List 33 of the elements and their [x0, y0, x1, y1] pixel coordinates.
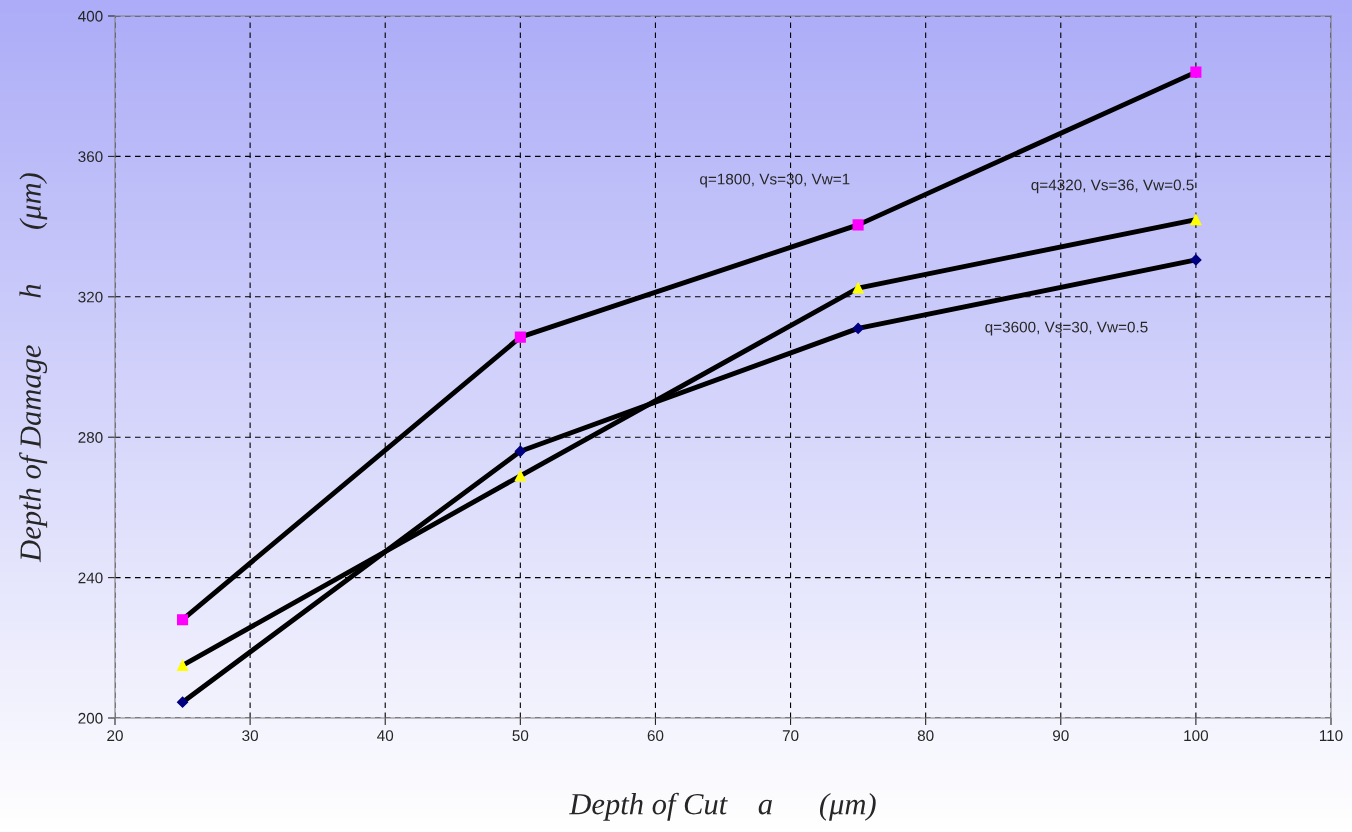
y-tick-label: 280 [78, 432, 103, 443]
point [514, 445, 526, 457]
series-label: q=3600, Vs=30, Vw=0.5 [985, 321, 1148, 336]
y-tick-label: 200 [78, 712, 103, 724]
text: q=1800, Vs=30, Vw=1 [700, 173, 850, 188]
x-axis-title: Depth of Cut a (μm) [569, 792, 876, 821]
series-label: q=4320, Vs=36, Vw=0.5 [1031, 179, 1194, 194]
point [176, 696, 189, 708]
point [1190, 66, 1202, 78]
y-tick-label: 320 [78, 291, 103, 303]
x-tick-label: 110 [1319, 730, 1343, 742]
x-tick-label: 80 [917, 730, 934, 742]
point [1190, 214, 1202, 226]
x-tick-label: 50 [512, 730, 529, 742]
y-tick-label: 360 [78, 151, 103, 163]
x-tick-label: 100 [1184, 730, 1209, 742]
x-tick-label: 20 [107, 730, 123, 742]
point [514, 470, 526, 482]
x-tick-label: 60 [647, 730, 664, 742]
point [852, 219, 864, 231]
x-tick-label: 90 [1053, 730, 1069, 742]
y-axis-title: Depth of Damage h (μm) [19, 173, 48, 563]
y-tick-label: 400 [78, 10, 103, 22]
point [852, 282, 864, 294]
point [176, 614, 189, 626]
point [1190, 254, 1202, 266]
point [514, 331, 526, 343]
point [852, 322, 864, 334]
x-tick-label: 70 [782, 730, 799, 742]
x-tick-label: 40 [377, 730, 394, 742]
y-tick-label: 240 [78, 572, 103, 584]
x-tick-label: 30 [242, 730, 259, 742]
point [176, 659, 189, 671]
